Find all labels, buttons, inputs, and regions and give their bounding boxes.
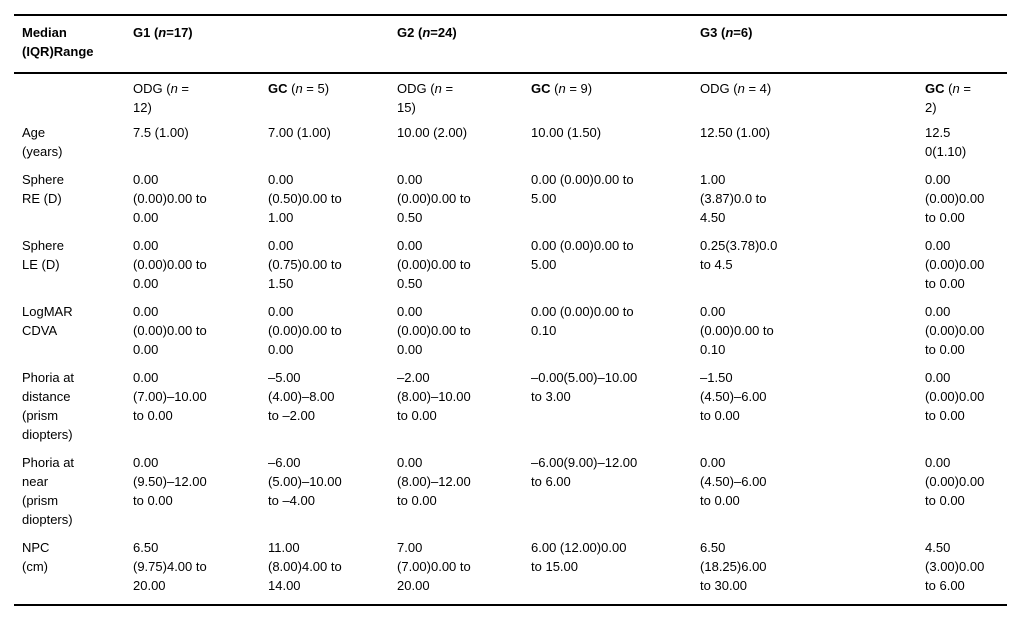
table-cell: 0.00 (0.75)0.00 to 1.50 [268,238,342,291]
group-header-g2: G2 (n=24) [389,15,693,74]
column-header-g3-odg: ODG (n = 4) [700,81,772,96]
table-cell: 10.00 (1.50) [531,125,602,140]
column-header-g3-gc: GC (n = 2) [925,81,971,115]
table-cell: 7.5 (1.00) [133,125,189,140]
table-cell: 6.00 (12.00)0.00 to 15.00 [523,534,693,606]
table-cell: 10.00 (2.00) [397,125,468,140]
table-row-npc: NPC (cm) 6.50 (9.75)4.00 to 20.00 11.00 … [14,534,1008,606]
group-label: G1 ( [133,25,159,40]
row-label: Age (years) [22,125,63,159]
group-label: =6) [733,25,753,40]
table-cell: 4.50 (3.00)0.00 to 6.00 [917,534,1008,606]
table-cell: –6.00 (5.00)–10.00 to –4.00 [268,455,342,508]
column-header-g2-odg: ODG (n = 15) [397,81,454,115]
table-cell: 0.00 (9.50)–12.00 to 0.00 [133,455,207,508]
table-cell: 0.00 (0.00)0.00 to 0.50 [397,172,471,225]
subgroup-name: GC [268,81,288,96]
table-cell: 0.00 (0.00)0.00 to 5.00 [531,172,634,206]
table-cell: 7.00 (7.00)0.00 to 20.00 [389,534,524,606]
table-cell: –5.00 (4.00)–8.00 to –2.00 [268,370,335,423]
table-cell: 0.00 (0.00)0.00 to 0.00 [133,238,207,291]
group-label: G2 ( [397,25,423,40]
column-header-g2-gc: GC (n = 9) [531,81,593,96]
subgroup-name: ODG [397,81,427,96]
table-cell: 0.00 (0.00)0.00 to 0.00 [397,304,471,357]
subgroup-header-row: ODG (n = 12) GC (n = 5) ODG (n = 15) GC … [14,73,1007,119]
subgroup-name: ODG [133,81,163,96]
row-label: Sphere LE (D) [22,238,64,272]
table-cell: 7.00 (1.00) [268,125,331,140]
row-label: Phoria at distance (prism diopters) [22,370,75,442]
table-cell: 0.00 (4.50)–6.00 to 0.00 [700,455,767,508]
group-header-g3: G3 (n=6) [692,15,1008,74]
empty-corner-cell [14,73,125,119]
table-cell: –1.50 (4.50)–6.00 to 0.00 [700,370,767,423]
column-header-g1-gc: GC (n = 5) [268,81,330,96]
table-cell: 0.00 (8.00)–12.00 to 0.00 [397,455,471,508]
table-cell: 12.5 0(1.10) [925,125,967,159]
row-label: Phoria at near (prism diopters) [22,455,75,527]
table-cell: –6.00(9.00)–12.00 to 6.00 [531,455,638,489]
group-label: =17) [166,25,193,40]
table-cell: 0.00 (7.00)–10.00 to 0.00 [133,370,207,423]
italic-n: n [158,25,167,40]
table-header: Median (IQR)Range G1 (n=17) G2 (n=24) G3… [14,15,1008,119]
group-label: G3 ( [700,25,726,40]
table-body: Age (years) 7.5 (1.00) 7.00 (1.00) 10.00… [14,119,1008,606]
table-cell: 0.00 (0.00)0.00 to 0.00 [925,304,985,357]
italic-n: n [295,81,303,96]
table-row-phoria-distance: Phoria at distance (prism diopters) 0.00… [14,364,1007,449]
group-header-g1: G1 (n=17) [125,15,390,74]
table-cell: 1.00 (3.87)0.0 to 4.50 [700,172,767,225]
table-cell: 0.00 (0.50)0.00 to 1.00 [268,172,342,225]
table-cell: 12.50 (1.00) [700,125,771,140]
table-cell: 0.00 (0.00)0.00 to 5.00 [531,238,634,272]
corner-header: Median (IQR)Range [14,15,125,74]
table-cell: 0.00 (0.00)0.00 to 0.00 [925,455,985,508]
table-cell: 0.00 (0.00)0.00 to 0.00 [268,304,342,357]
table-cell: 0.00 (0.00)0.00 to 0.10 [700,304,774,357]
table-row-sphere-le: Sphere LE (D) 0.00 (0.00)0.00 to 0.00 0.… [14,232,1007,298]
italic-n: n [558,81,566,96]
italic-n: n [170,81,178,96]
italic-n: n [434,81,442,96]
table-cell: 0.00 (0.00)0.00 to 0.00 [133,172,207,225]
row-label: LogMAR CDVA [22,304,73,338]
table-cell: 0.25(3.78)0.0 to 4.5 [700,238,778,272]
group-header-row: Median (IQR)Range G1 (n=17) G2 (n=24) G3… [14,15,1008,74]
table-cell: 0.00 (0.00)0.00 to 0.00 [925,172,985,225]
italic-n: n [737,81,745,96]
median-iqr-table: Median (IQR)Range G1 (n=17) G2 (n=24) G3… [14,14,1008,606]
table-row-sphere-re: Sphere RE (D) 0.00 (0.00)0.00 to 0.00 0.… [14,166,1007,232]
subgroup-name: GC [925,81,945,96]
table-row-phoria-near: Phoria at near (prism diopters) 0.00 (9.… [14,449,1007,534]
table-row-age: Age (years) 7.5 (1.00) 7.00 (1.00) 10.00… [14,119,1007,166]
table-cell: 0.00 (0.00)0.00 to 0.10 [531,304,634,338]
group-label: =24) [430,25,457,40]
italic-n: n [422,25,431,40]
table-cell: 0.00 (0.00)0.00 to 0.00 [925,370,985,423]
table-cell: 6.50 (9.75)4.00 to 20.00 [125,534,260,606]
table-cell: –0.00(5.00)–10.00 to 3.00 [531,370,638,404]
table-cell: 11.00 (8.00)4.00 to 14.00 [260,534,390,606]
row-label: NPC (cm) [14,534,125,606]
table-cell: 0.00 (0.00)0.00 to 0.50 [397,238,471,291]
italic-n: n [725,25,734,40]
italic-n: n [952,81,960,96]
subgroup-name: GC [531,81,551,96]
column-header-g1-odg: ODG (n = 12) [133,81,190,115]
table-row-logmar-cdva: LogMAR CDVA 0.00 (0.00)0.00 to 0.00 0.00… [14,298,1007,364]
table-cell: –2.00 (8.00)–10.00 to 0.00 [397,370,471,423]
subgroup-name: ODG [700,81,730,96]
table-cell: 0.00 (0.00)0.00 to 0.00 [925,238,985,291]
table-cell: 6.50 (18.25)6.00 to 30.00 [692,534,918,606]
row-label: Sphere RE (D) [22,172,64,206]
table-cell: 0.00 (0.00)0.00 to 0.00 [133,304,207,357]
